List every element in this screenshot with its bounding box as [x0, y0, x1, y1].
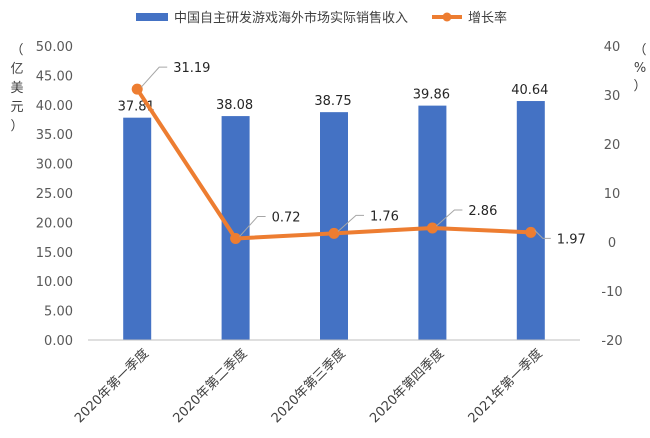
bar-data-label: 38.08: [216, 98, 253, 113]
left-tick-label: 15.00: [36, 246, 73, 261]
bar: [516, 101, 545, 340]
growth-data-label: 1.97: [557, 232, 586, 247]
left-tick-label: 30.00: [36, 158, 73, 173]
bar-data-label: 39.86: [413, 88, 450, 103]
x-category-label: 2020年第一季度: [71, 346, 152, 427]
right-tick-label: 20: [604, 138, 621, 153]
right-tick-label: 0: [608, 236, 616, 251]
left-tick-label: 50.00: [36, 40, 73, 55]
legend: 中国自主研发游戏海外市场实际销售收入 增长率: [136, 10, 507, 26]
growth-marker: [426, 222, 438, 234]
growth-marker: [525, 226, 537, 238]
left-axis-title-char: 亿: [10, 62, 23, 77]
right-tick-label: -20: [601, 334, 622, 349]
legend-label-revenue: 中国自主研发游戏海外市场实际销售收入: [174, 10, 408, 26]
left-tick-label: 0.00: [44, 334, 73, 349]
left-tick-label: 25.00: [36, 187, 73, 202]
x-axis-category-labels: 2020年第一季度 2020年第二季度 2020年第三季度 2020年第四季度 2021…: [71, 346, 545, 427]
growth-marker: [230, 232, 242, 244]
x-category-label: 2020年第四季度: [367, 346, 448, 427]
right-tick-label: -10: [601, 285, 622, 300]
left-tick-label: 10.00: [36, 275, 73, 290]
left-tick-label: 40.00: [36, 99, 73, 114]
growth-data-label: 1.76: [370, 209, 399, 224]
left-tick-label: 35.00: [36, 128, 73, 143]
left-axis-title-char: （: [10, 43, 23, 58]
growth-leader-line: [337, 214, 364, 232]
x-category-label: 2021年第一季度: [465, 346, 546, 427]
growth-marker: [131, 83, 143, 95]
left-tick-label: 20.00: [36, 216, 73, 231]
legend-label-growth: 增长率: [468, 10, 507, 26]
x-category-label: 2020年第三季度: [268, 346, 349, 427]
bar-data-label: 40.64: [511, 83, 548, 98]
growth-data-label: 2.86: [468, 204, 497, 219]
growth-data-labels: 31.19 0.72 1.76 2.86 1.97: [140, 61, 586, 247]
growth-leader-line: [534, 229, 551, 239]
bar: [221, 116, 250, 340]
growth-data-label: 31.19: [173, 61, 210, 76]
left-axis-title: （ 亿美元 ）: [10, 43, 23, 134]
right-axis-ticks: -20 -10 0 10 20 30 40: [601, 40, 622, 349]
bar-data-labels: 37.81 38.08 38.75 39.86 40.64: [118, 83, 549, 115]
right-tick-label: 40: [604, 40, 621, 55]
legend-swatch-growth-marker: [442, 12, 452, 22]
left-tick-label: 5.00: [44, 305, 73, 320]
legend-swatch-revenue: [136, 13, 168, 21]
left-axis-ticks: 0.00 5.00 10.00 15.00 20.00 25.00 30.00 35.00 40…: [36, 40, 73, 349]
right-axis-title-char: ）: [633, 79, 646, 94]
left-axis-title-char: ）: [10, 119, 23, 134]
left-tick-label: 45.00: [36, 69, 73, 84]
growth-leader-line: [239, 215, 266, 237]
left-axis-title-char: 元: [10, 100, 23, 115]
bar-series: [123, 101, 545, 341]
growth-leader-line: [140, 66, 168, 88]
bar: [123, 117, 152, 340]
bar-data-label: 38.75: [314, 94, 351, 109]
left-axis-title-char: 美: [10, 81, 23, 96]
right-axis-title-char: （: [633, 43, 646, 58]
right-tick-label: 10: [604, 187, 621, 202]
growth-data-label: 0.72: [272, 210, 301, 225]
right-tick-label: 30: [604, 89, 621, 104]
right-axis-title: （% ）: [633, 43, 646, 94]
x-category-label: 2020年第二季度: [170, 346, 251, 427]
right-axis-title-char: %: [634, 61, 646, 76]
growth-leader-line: [436, 209, 463, 227]
growth-marker: [328, 227, 340, 239]
growth-line-series: [131, 83, 537, 244]
